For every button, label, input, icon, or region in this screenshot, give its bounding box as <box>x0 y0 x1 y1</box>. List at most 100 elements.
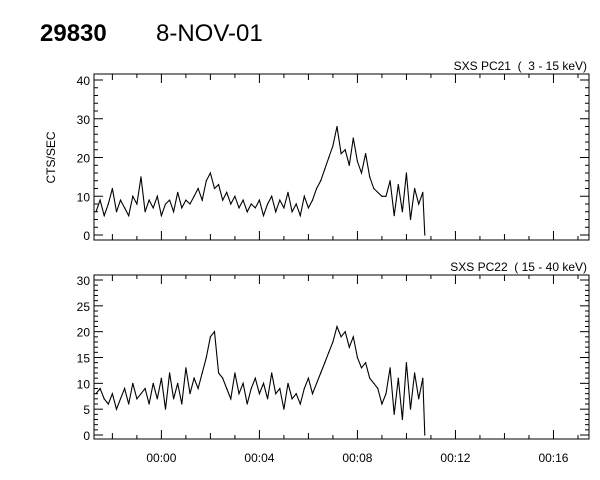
data-point <box>226 191 228 193</box>
observation-date: 8-NOV-01 <box>156 20 263 47</box>
data-point <box>352 336 354 338</box>
x-tick-label: 00:12 <box>440 451 470 465</box>
data-point <box>230 398 232 400</box>
data-point <box>107 203 109 205</box>
data-point <box>164 408 167 410</box>
data-point <box>373 382 375 384</box>
data-point <box>360 172 363 174</box>
data-point <box>99 199 101 201</box>
data-point <box>226 387 228 390</box>
data-point <box>124 387 126 390</box>
y-tick-label: 25 <box>77 300 91 314</box>
data-point <box>111 187 113 190</box>
data-point <box>418 398 420 400</box>
plot-frame <box>93 274 590 440</box>
data-point <box>397 184 399 186</box>
data-point <box>324 168 326 170</box>
data-point <box>385 393 387 395</box>
data-point <box>315 382 318 384</box>
panel-2: SXS PC22 ( 15 - 40 keV) 0 5 10 15 20 25 30 00:00… <box>77 260 590 465</box>
data-point <box>299 215 301 217</box>
data-point <box>348 346 350 348</box>
y-tick-label: 10 <box>77 377 91 391</box>
data-point <box>185 367 187 369</box>
data-point <box>356 160 359 162</box>
x-tick-label: 00:08 <box>342 451 372 465</box>
data-point <box>405 362 408 364</box>
data-point <box>148 199 150 201</box>
data-point <box>369 377 371 379</box>
y-tick-label: 0 <box>83 429 90 443</box>
data-point <box>119 199 122 201</box>
data-point <box>418 203 420 205</box>
data-point <box>303 195 305 197</box>
data-point <box>242 199 244 201</box>
data-point <box>287 382 289 384</box>
data-point <box>340 336 342 338</box>
data-point <box>258 199 261 201</box>
data-point <box>197 387 199 390</box>
data-point <box>177 382 179 384</box>
data-point <box>115 211 118 213</box>
data-point <box>173 398 175 400</box>
plot-frame <box>93 73 590 241</box>
data-point <box>262 215 265 217</box>
data-point <box>275 211 277 213</box>
x-tick-label: 00:16 <box>538 451 568 465</box>
data-point <box>332 145 334 147</box>
data-point <box>99 387 101 390</box>
x-tick-label: 00:00 <box>146 451 176 465</box>
panel-title: SXS PC21 ( 3 - 15 keV) <box>454 59 587 73</box>
data-point <box>128 403 130 405</box>
data-point <box>266 398 269 400</box>
data-point <box>103 398 105 400</box>
data-point <box>148 403 150 405</box>
series-line <box>95 126 426 236</box>
data-point <box>424 434 426 436</box>
observation-id: 29830 <box>40 20 107 47</box>
data-point <box>164 203 167 205</box>
data-point <box>156 398 158 400</box>
data-point <box>189 203 191 205</box>
data-point <box>414 372 416 374</box>
data-point <box>168 199 171 201</box>
data-point <box>181 403 183 405</box>
data-point <box>254 207 256 209</box>
data-point <box>132 195 134 197</box>
data-point <box>205 180 207 182</box>
data-point <box>409 408 412 410</box>
data-point <box>119 398 122 400</box>
data-point <box>405 172 408 174</box>
data-point <box>369 176 371 178</box>
data-point <box>95 393 97 395</box>
data-point <box>422 191 424 193</box>
y-tick-label: 0 <box>83 229 90 243</box>
data-point <box>242 382 244 384</box>
data-point <box>283 408 285 410</box>
data-point <box>422 377 424 379</box>
data-point <box>238 393 240 395</box>
data-point <box>124 207 126 209</box>
data-point <box>291 211 293 213</box>
data-point <box>246 211 248 213</box>
data-point <box>307 207 310 209</box>
panel-1: SXS PC21 ( 3 - 15 keV) CTS/SEC 0 10 20 30 40 <box>44 59 590 243</box>
data-point <box>144 387 146 390</box>
data-point <box>424 234 426 236</box>
data-point <box>311 199 314 201</box>
data-point <box>283 207 285 209</box>
data-point <box>332 341 334 343</box>
data-point <box>279 387 281 390</box>
data-point <box>115 408 118 410</box>
data-point <box>381 403 383 405</box>
data-point <box>193 195 195 197</box>
data-point <box>250 203 252 205</box>
data-point <box>279 199 281 201</box>
data-point <box>173 211 175 213</box>
data-point <box>230 203 232 205</box>
y-tick-label: 20 <box>77 152 91 166</box>
y-tick-label: 5 <box>83 403 90 417</box>
data-point <box>271 372 273 374</box>
data-point <box>364 153 367 155</box>
